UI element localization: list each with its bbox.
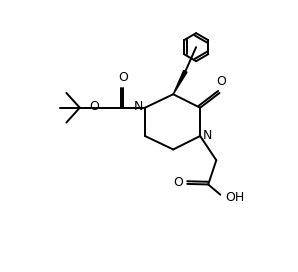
Text: O: O [89, 100, 99, 113]
Polygon shape [173, 70, 187, 94]
Text: OH: OH [226, 191, 245, 204]
Text: O: O [216, 75, 226, 88]
Text: N: N [202, 129, 212, 142]
Text: O: O [118, 71, 128, 84]
Text: O: O [173, 176, 183, 189]
Text: N: N [134, 100, 143, 113]
